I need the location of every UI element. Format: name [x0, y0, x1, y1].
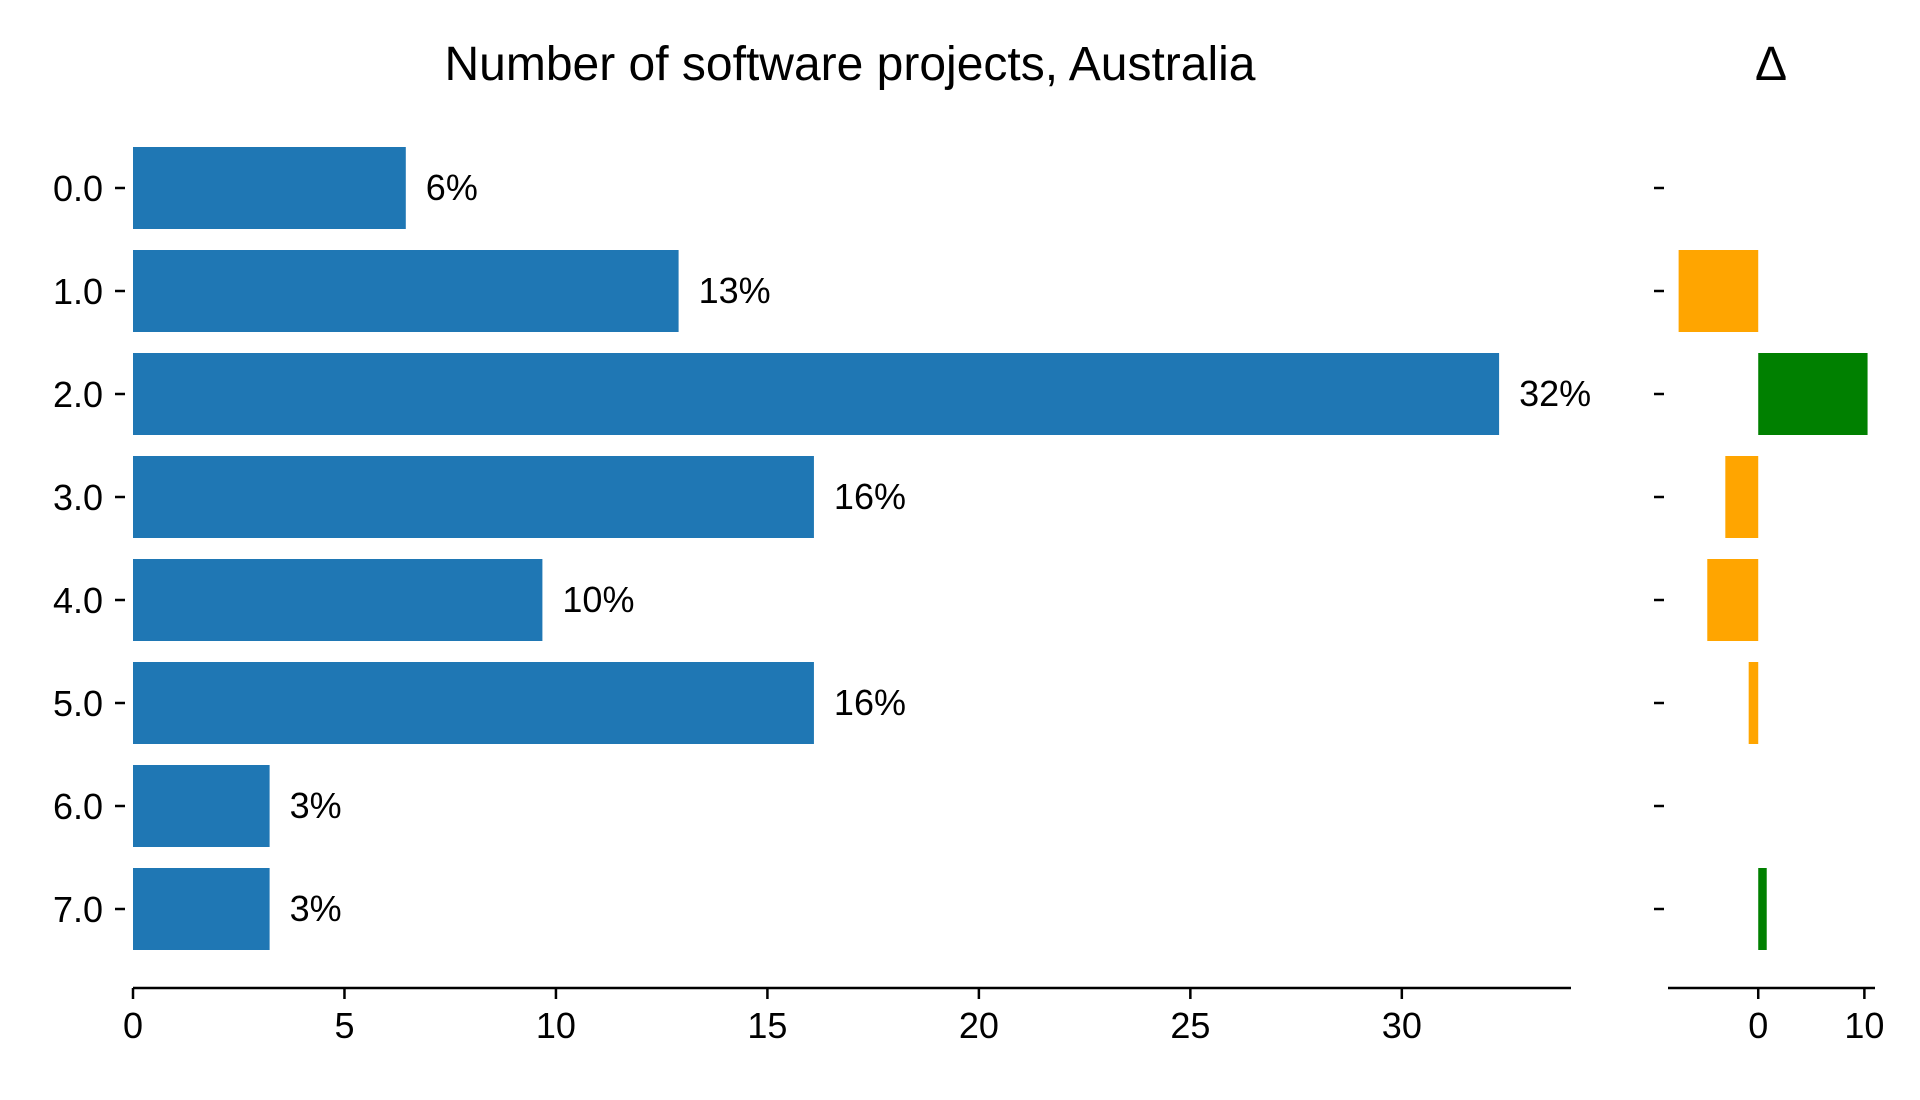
delta-chart-title: Δ — [1755, 38, 1787, 91]
main-x-tick-label-10: 10 — [536, 1005, 576, 1046]
main-x-tick-label-30: 30 — [1382, 1005, 1422, 1046]
bar-0.0 — [133, 147, 406, 229]
y-tick-label-5.0: 5.0 — [53, 683, 103, 724]
bar-4.0 — [133, 559, 543, 641]
y-tick-label-3.0: 3.0 — [53, 477, 103, 518]
data-label-3.0: 16% — [834, 476, 906, 517]
data-label-0.0: 6% — [426, 167, 478, 208]
bar-6.0 — [133, 765, 270, 847]
y-tick-label-7.0: 7.0 — [53, 889, 103, 930]
y-tick-label-1.0: 1.0 — [53, 271, 103, 312]
delta-bar-3.0 — [1725, 456, 1759, 538]
main-x-tick-label-15: 15 — [747, 1005, 787, 1046]
main-x-tick-label-5: 5 — [334, 1005, 354, 1046]
y-tick-label-0.0: 0.0 — [53, 168, 103, 209]
bar-5.0 — [133, 662, 814, 744]
delta-bar-1.0 — [1678, 250, 1759, 332]
data-label-2.0: 32% — [1519, 373, 1591, 414]
y-tick-label-2.0: 2.0 — [53, 374, 103, 415]
data-label-4.0: 10% — [562, 579, 634, 620]
main-bar-chart: 6% 0.0 13% 1.0 32% 2.0 16% 3.0 10% 4.0 16% 5.0 3% 6.0… — [53, 147, 1591, 1046]
delta-bar-7.0 — [1758, 868, 1767, 950]
bar-7.0 — [133, 868, 270, 950]
data-label-5.0: 16% — [834, 682, 906, 723]
main-x-tick-label-20: 20 — [959, 1005, 999, 1046]
data-label-7.0: 3% — [290, 888, 342, 929]
delta-bar-2.0 — [1758, 353, 1868, 435]
data-label-6.0: 3% — [290, 785, 342, 826]
bar-3.0 — [133, 456, 814, 538]
y-tick-label-4.0: 4.0 — [53, 580, 103, 621]
delta-bar-5.0 — [1748, 662, 1759, 744]
delta-x-tick-label-10: 10 — [1844, 1005, 1884, 1046]
main-x-tick-label-0: 0 — [123, 1005, 143, 1046]
bar-1.0 — [133, 250, 679, 332]
delta-bar-chart: 0 10 — [1654, 186, 1884, 1046]
data-label-1.0: 13% — [699, 270, 771, 311]
delta-bar-4.0 — [1707, 559, 1759, 641]
main-chart-title: Number of software projects, Australia — [444, 38, 1255, 91]
delta-x-tick-label-0: 0 — [1748, 1005, 1768, 1046]
bar-2.0 — [133, 353, 1500, 435]
main-x-tick-label-25: 25 — [1170, 1005, 1210, 1046]
y-tick-label-6.0: 6.0 — [53, 786, 103, 827]
